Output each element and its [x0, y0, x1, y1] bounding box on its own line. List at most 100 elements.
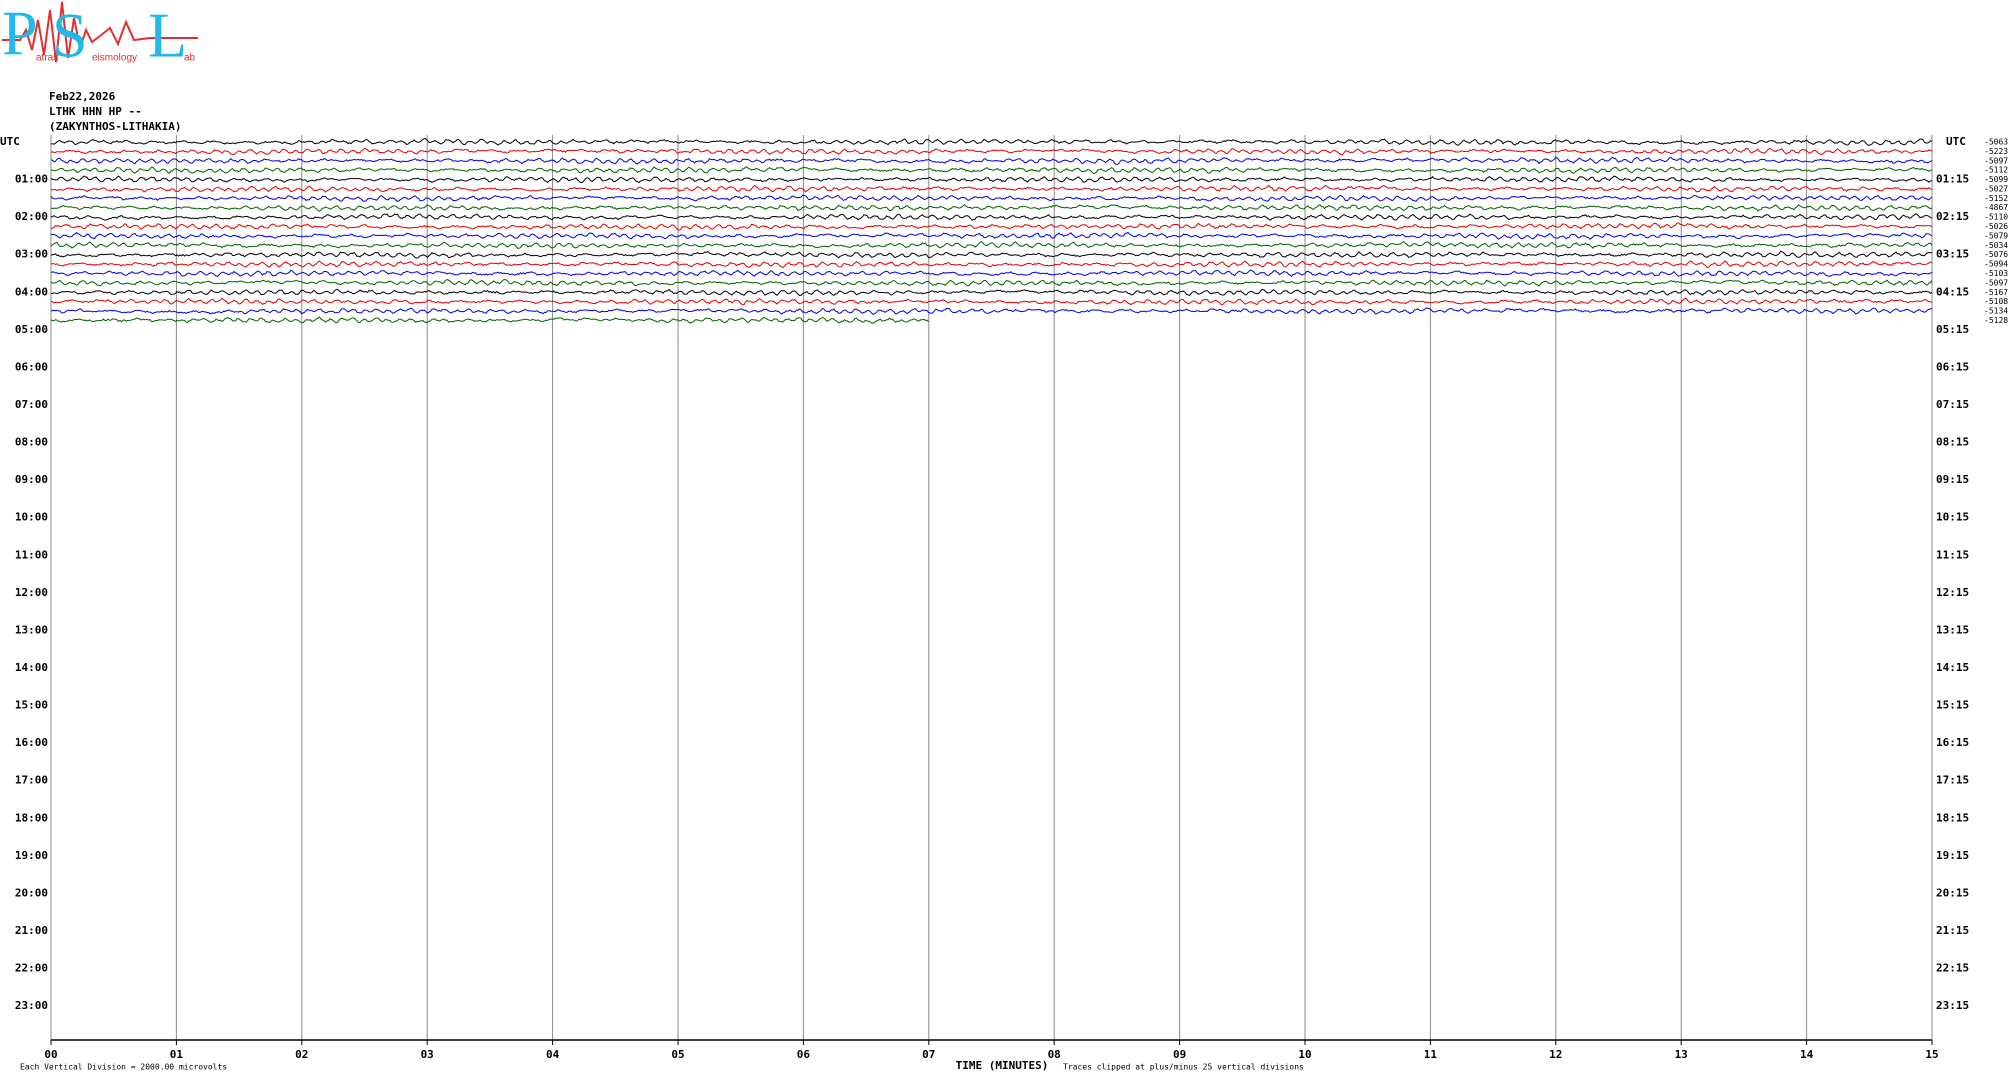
- trace-offset: -5112: [1984, 166, 2008, 175]
- trace: [50, 156, 1933, 165]
- x-tick-label: 15: [1925, 1048, 1938, 1061]
- right-axis-title: UTC: [1946, 135, 1966, 148]
- trace-offset: -5063: [1984, 138, 2008, 147]
- x-tick-label: 03: [421, 1048, 434, 1061]
- trace-offset: -5094: [1984, 260, 2008, 269]
- trace: [51, 166, 1933, 174]
- left-hour-label: 03:00: [15, 248, 48, 261]
- right-hour-label: 18:15: [1936, 811, 1969, 824]
- trace-offset: -5108: [1984, 297, 2008, 306]
- trace: [50, 269, 1933, 278]
- logo-letter: L: [148, 0, 187, 71]
- left-hour-label: 18:00: [15, 811, 48, 824]
- x-tick-label: 08: [1048, 1048, 1061, 1061]
- x-tick-label: 07: [922, 1048, 935, 1061]
- trace-offset: -5027: [1984, 184, 2008, 193]
- left-hour-label: 14:00: [15, 661, 48, 674]
- x-tick-label: 02: [295, 1048, 308, 1061]
- left-hour-label: 02:00: [15, 210, 48, 223]
- left-hour-label: 04:00: [15, 285, 48, 298]
- left-hour-label: 15:00: [15, 699, 48, 712]
- trace: [50, 194, 1933, 203]
- left-hour-label: 07:00: [15, 398, 48, 411]
- trace: [51, 222, 1933, 231]
- logo-letter: S: [52, 0, 88, 71]
- left-hour-label: 13:00: [15, 623, 48, 636]
- trace-offset: -5099: [1984, 175, 2008, 184]
- right-hour-label: 15:15: [1936, 699, 1969, 712]
- logo-word: ab: [184, 53, 196, 64]
- trace-offset: -5097: [1984, 156, 2008, 165]
- right-hour-label: 07:15: [1936, 398, 1969, 411]
- trace: [50, 297, 1933, 306]
- left-hour-label: 10:00: [15, 511, 48, 524]
- left-hour-label: 16:00: [15, 736, 48, 749]
- left-hour-label: 11:00: [15, 548, 48, 561]
- left-hour-label: 08:00: [15, 436, 48, 449]
- left-hour-label: 01:00: [15, 173, 48, 186]
- left-hour-label: 12:00: [15, 586, 48, 599]
- x-axis-title: TIME (MINUTES): [956, 1059, 1049, 1072]
- station: LTHK HHN HP --: [49, 105, 142, 118]
- trace-offset: -5134: [1984, 307, 2008, 316]
- left-hour-label: 09:00: [15, 473, 48, 486]
- logo-letter: P: [2, 0, 38, 69]
- right-hour-label: 01:15: [1936, 173, 1969, 186]
- right-hour-label: 11:15: [1936, 548, 1969, 561]
- trace-offset: -5152: [1984, 194, 2008, 203]
- trace-offset: -5076: [1984, 250, 2008, 259]
- trace: [50, 278, 1933, 287]
- x-tick-label: 10: [1298, 1048, 1311, 1061]
- trace-offset: -5079: [1984, 231, 2008, 240]
- trace: [50, 184, 1933, 193]
- left-hour-label: 06:00: [15, 360, 48, 373]
- right-hour-label: 04:15: [1936, 285, 1969, 298]
- x-tick-label: 00: [44, 1048, 57, 1061]
- right-hour-label: 08:15: [1936, 436, 1969, 449]
- right-hour-label: 06:15: [1936, 360, 1969, 373]
- right-hour-label: 20:15: [1936, 886, 1969, 899]
- trace: [50, 260, 1933, 269]
- right-hour-label: 13:15: [1936, 623, 1969, 636]
- left-hour-label: 23:00: [15, 999, 48, 1012]
- trace-offset: -5128: [1984, 316, 2008, 325]
- trace: [50, 250, 1933, 259]
- right-hour-label: 09:15: [1936, 473, 1969, 486]
- x-tick-label: 01: [170, 1048, 184, 1061]
- right-hour-label: 05:15: [1936, 323, 1969, 336]
- right-hour-label: 12:15: [1936, 586, 1969, 599]
- right-hour-label: 17:15: [1936, 774, 1969, 787]
- trace-offset: -5097: [1984, 278, 2008, 287]
- left-axis-title: UTC: [0, 135, 20, 148]
- right-hour-label: 02:15: [1936, 210, 1969, 223]
- trace: [50, 231, 1933, 240]
- right-hour-label: 19:15: [1936, 849, 1969, 862]
- date: Feb22,2026: [49, 90, 116, 103]
- trace-offset: -5167: [1984, 288, 2008, 297]
- logo-word: atras: [36, 53, 58, 64]
- trace: [50, 204, 1933, 212]
- x-tick-label: 14: [1800, 1048, 1814, 1061]
- x-tick-label: 13: [1675, 1048, 1688, 1061]
- trace: [50, 288, 1933, 297]
- trace: [50, 307, 1932, 315]
- left-hour-label: 22:00: [15, 962, 48, 975]
- trace-offset: -5103: [1984, 269, 2008, 278]
- right-hour-label: 03:15: [1936, 248, 1969, 261]
- clip-note: Traces clipped at plus/minus 25 vertical…: [1063, 1063, 1304, 1072]
- x-tick-label: 11: [1424, 1048, 1438, 1061]
- location: (ZAKYNTHOS-LITHAKIA): [49, 120, 181, 133]
- left-hour-label: 20:00: [15, 886, 48, 899]
- x-tick-label: 05: [671, 1048, 684, 1061]
- logo-word: eismology: [92, 53, 137, 64]
- left-hour-label: 21:00: [15, 924, 48, 937]
- x-tick-label: 06: [797, 1048, 811, 1061]
- scale-note: Each Vertical Division = 2000.00 microvo…: [20, 1063, 227, 1072]
- trace: [50, 241, 1933, 249]
- left-hour-label: 19:00: [15, 849, 48, 862]
- right-hour-label: 22:15: [1936, 962, 1969, 975]
- right-hour-label: 16:15: [1936, 736, 1969, 749]
- trace: [50, 147, 1933, 156]
